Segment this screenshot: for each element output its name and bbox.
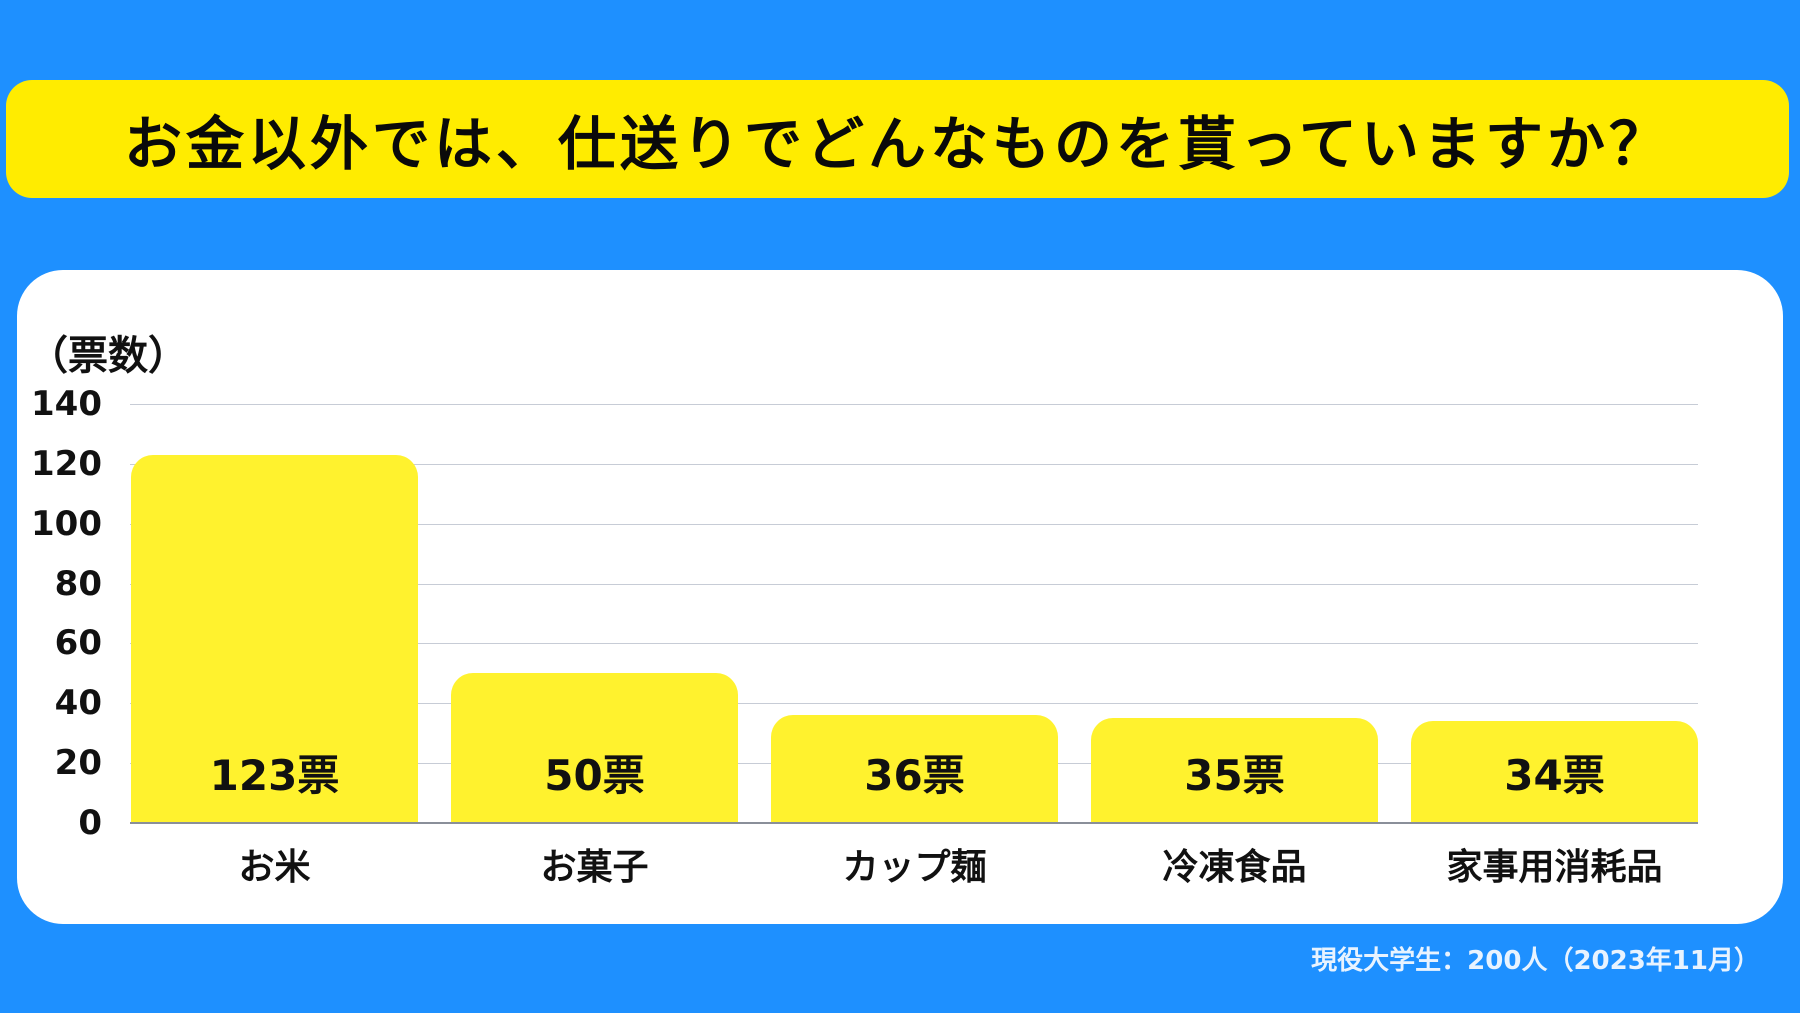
- gridline-40: [130, 703, 1698, 704]
- bar-frozen-food: 35票: [1091, 718, 1378, 823]
- bar-value-label: 123票: [209, 751, 340, 800]
- bar-rice: 123票: [131, 455, 418, 823]
- x-label-snacks: お菓子: [540, 847, 649, 888]
- gridline-80: [130, 584, 1698, 585]
- bar-snacks: 50票: [451, 673, 738, 823]
- bar-cup-noodles: 36票: [771, 715, 1058, 823]
- bar-value-label: 34票: [1504, 751, 1605, 800]
- bar-value-label: 36票: [864, 751, 965, 800]
- title-banner: お金以外では、仕送りでどんなものを貰っていますか？: [6, 80, 1789, 198]
- x-axis-baseline: [130, 822, 1698, 824]
- y-tick-100: 100: [31, 504, 102, 544]
- bar-value-label: 35票: [1184, 751, 1285, 800]
- chart-title: お金以外では、仕送りでどんなものを貰っていますか？: [123, 110, 1672, 178]
- bar-household-goods: 34票: [1411, 721, 1698, 823]
- gridline-120: [130, 464, 1698, 465]
- gridline-140: [130, 404, 1698, 405]
- x-label-household-goods: 家事用消耗品: [1446, 847, 1663, 888]
- bar-value-label: 50票: [544, 751, 645, 800]
- y-axis-unit-label: （票数）: [28, 333, 188, 379]
- y-tick-0: 0: [78, 803, 102, 843]
- y-tick-140: 140: [31, 384, 102, 424]
- y-tick-120: 120: [31, 444, 102, 484]
- y-tick-80: 80: [54, 564, 102, 604]
- y-tick-20: 20: [54, 743, 102, 783]
- y-tick-60: 60: [54, 623, 102, 663]
- x-label-rice: お米: [238, 847, 311, 888]
- x-label-cup-noodles: カップ麺: [842, 847, 987, 888]
- gridline-60: [130, 643, 1698, 644]
- x-label-frozen-food: 冷凍食品: [1162, 847, 1307, 888]
- y-tick-40: 40: [54, 683, 102, 723]
- gridline-100: [130, 524, 1698, 525]
- source-footnote: 現役大学生：200人（2023年11月）: [1311, 946, 1760, 976]
